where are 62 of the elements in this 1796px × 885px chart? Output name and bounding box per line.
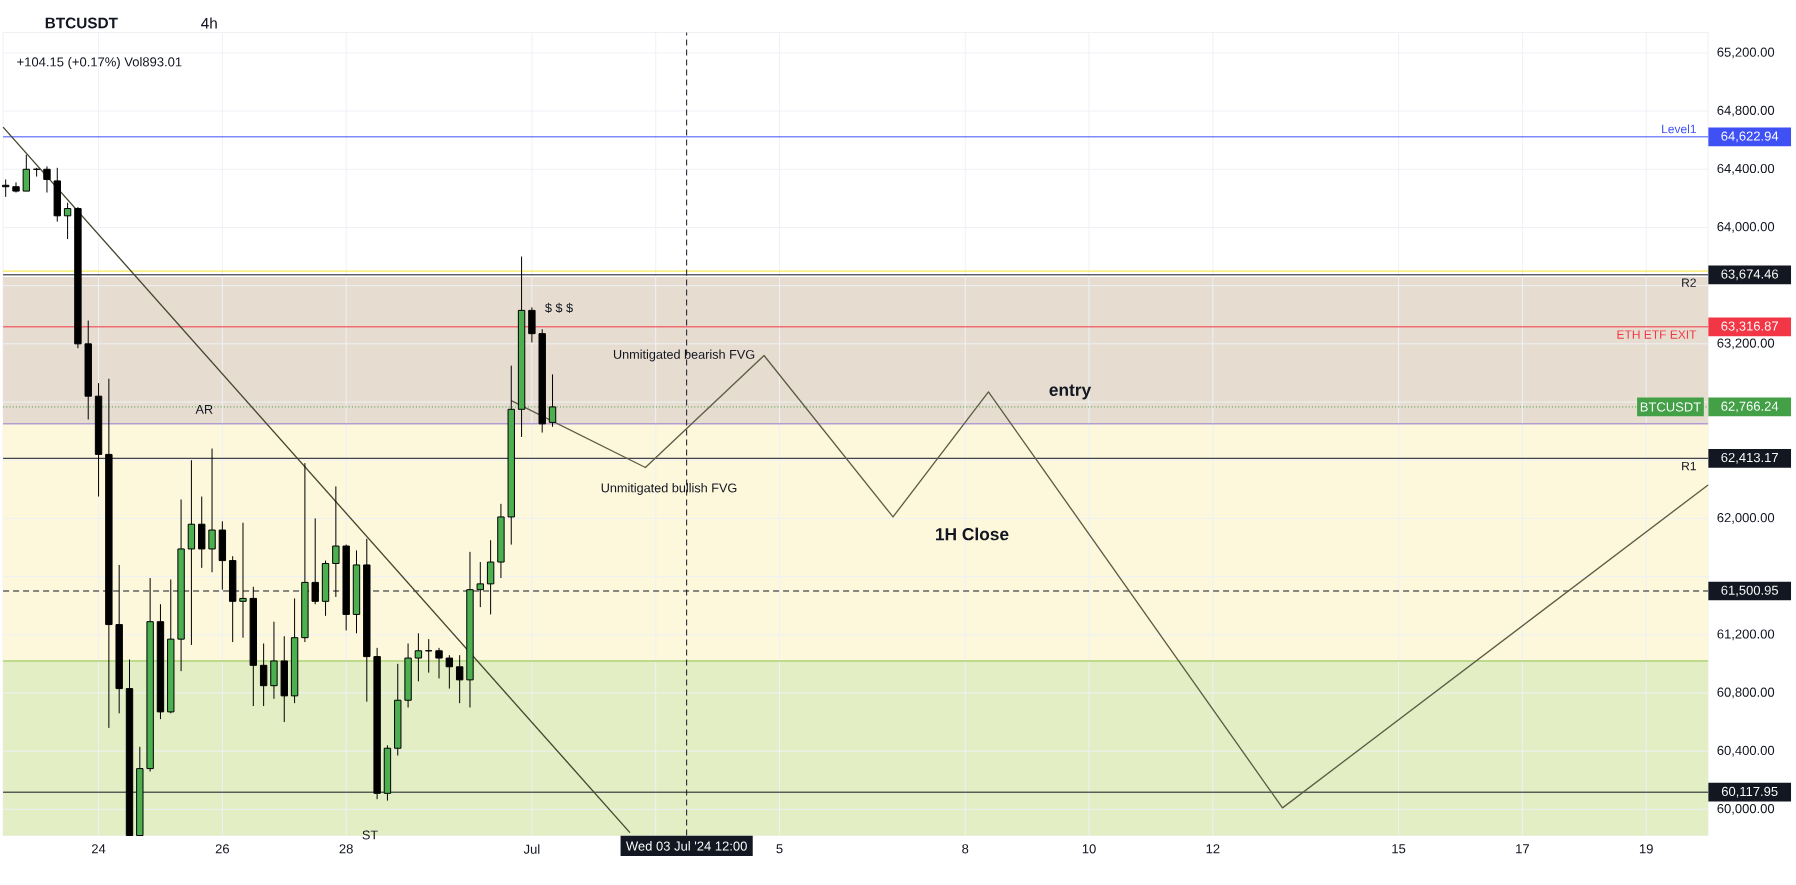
candlestick xyxy=(528,306,536,343)
annotation: 1H Close xyxy=(936,527,1009,541)
candlestick xyxy=(311,517,319,605)
candlestick xyxy=(414,632,423,682)
x-tick-label: 10 xyxy=(1082,844,1096,854)
x-tick-label: 8 xyxy=(962,844,969,854)
candlestick xyxy=(43,165,51,194)
candlestick xyxy=(22,154,31,192)
x-tick-label: 26 xyxy=(215,844,230,854)
y-tick-label: 64,800.00 xyxy=(1717,105,1775,117)
annotation: 64,622.94 xyxy=(1721,131,1779,143)
y-tick-label: 65,200.00 xyxy=(1717,47,1775,59)
annotation: $ $ $ xyxy=(545,302,573,314)
candlestick xyxy=(445,654,454,690)
y-tick-label: 60,800.00 xyxy=(1717,687,1775,699)
candlestick xyxy=(1,178,10,198)
x-tick-label: 19 xyxy=(1639,844,1653,854)
candlestick xyxy=(548,373,557,428)
annotation: entry xyxy=(1049,384,1092,400)
x-tick-label: 5 xyxy=(776,844,783,854)
x-tick-label: 28 xyxy=(339,844,353,854)
x-tick-label: 12 xyxy=(1206,844,1220,854)
chart-subtitle: 4h xyxy=(201,17,217,29)
annotation: 61,500.95 xyxy=(1721,585,1779,597)
x-tick-label: 17 xyxy=(1516,844,1529,854)
ref-line-label: ETH ETF EXIT xyxy=(1617,330,1697,339)
ref-line-label: R1 xyxy=(1682,461,1696,471)
annotation: Unmitigated bullish FVG xyxy=(601,483,737,495)
candlestick xyxy=(239,522,247,639)
x-tick-label: 15 xyxy=(1392,844,1406,854)
annotation: 62,766.24 xyxy=(1721,401,1779,413)
candlestick xyxy=(63,202,72,240)
annotation: 60,117.95 xyxy=(1721,786,1778,798)
ref-line-label: BTCUSDT xyxy=(1640,402,1701,412)
candlestick xyxy=(259,643,268,707)
y-tick-label: 64,000.00 xyxy=(1717,222,1775,233)
annotation: AR xyxy=(195,404,213,414)
y-tick-label: 63,200.00 xyxy=(1717,338,1775,350)
candlestick xyxy=(12,181,20,194)
annotation: 63,674.46 xyxy=(1721,269,1779,281)
ref-line-label: Level1 xyxy=(1662,124,1696,134)
candlestick xyxy=(455,654,464,704)
ref-line-label: Wed 03 Jul '24 12:00 xyxy=(625,841,747,851)
y-tick-label: 60,400.00 xyxy=(1717,745,1775,757)
ref-line-label: R2 xyxy=(1682,278,1696,287)
x-tick-label: 24 xyxy=(91,844,106,854)
y-tick-label: 62,000.00 xyxy=(1717,513,1775,524)
annotation: +104.15 (+0.17%) Vol893.01 xyxy=(17,56,182,70)
candlestick xyxy=(486,539,495,615)
annotation: 63,316.87 xyxy=(1721,321,1778,333)
candlestick xyxy=(476,561,484,608)
chart-title: BTCUSDT xyxy=(45,17,118,29)
candlestick xyxy=(208,448,216,573)
annotation: Unmitigated bearish FVG xyxy=(613,349,755,362)
y-tick-label: 64,400.00 xyxy=(1717,163,1775,175)
annotation: ST xyxy=(362,830,378,840)
y-tick-label: 61,200.00 xyxy=(1717,629,1775,641)
annotation: 62,413.17 xyxy=(1721,452,1778,464)
candlestick xyxy=(332,485,340,598)
y-tick-label: 60,000.00 xyxy=(1717,803,1775,815)
candlestick xyxy=(435,647,443,679)
x-tick-label: Jul xyxy=(523,844,540,854)
